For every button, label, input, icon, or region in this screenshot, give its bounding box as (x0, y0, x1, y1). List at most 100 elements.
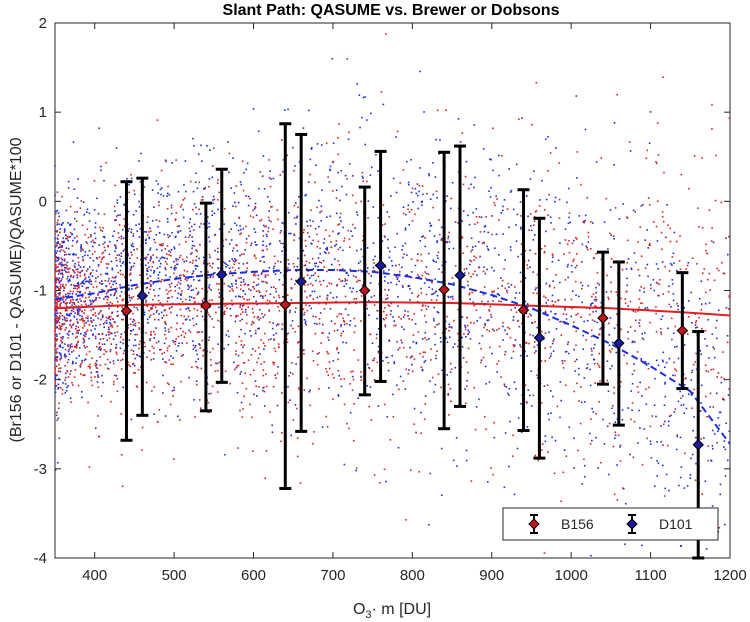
scatter-point (77, 261, 80, 264)
scatter-point (414, 322, 417, 325)
scatter-point (208, 226, 211, 228)
scatter-point (203, 262, 205, 265)
scatter-point (97, 313, 100, 315)
scatter-point (71, 384, 74, 386)
scatter-point (677, 308, 679, 311)
scatter-point (175, 328, 178, 331)
scatter-point (700, 438, 702, 440)
scatter-point (132, 344, 135, 347)
scatter-point (128, 339, 131, 342)
scatter-point (425, 308, 428, 311)
scatter-point (429, 472, 432, 475)
scatter-point (79, 366, 82, 368)
scatter-point (172, 339, 174, 342)
scatter-point (164, 266, 166, 269)
scatter-point (404, 242, 407, 245)
scatter-point (498, 300, 500, 302)
scatter-point (474, 223, 476, 226)
scatter-point (89, 256, 92, 259)
scatter-point (306, 274, 309, 276)
scatter-point (269, 170, 271, 172)
scatter-point (216, 282, 218, 285)
scatter-point (411, 271, 413, 273)
scatter-point (54, 357, 56, 360)
scatter-point (672, 374, 674, 377)
scatter-point (591, 295, 593, 298)
scatter-point (377, 216, 380, 219)
scatter-point (570, 298, 573, 301)
scatter-point (341, 280, 344, 282)
scatter-point (70, 275, 72, 278)
scatter-point (421, 236, 423, 238)
scatter-point (611, 341, 614, 344)
scatter-point (723, 377, 725, 380)
scatter-point (223, 207, 226, 210)
scatter-point (89, 367, 92, 369)
scatter-point (263, 261, 266, 263)
scatter-point (151, 298, 154, 301)
scatter-point (61, 258, 64, 261)
scatter-point (213, 198, 216, 201)
scatter-point (195, 259, 197, 262)
scatter-point (457, 345, 459, 348)
scatter-point (167, 328, 170, 331)
scatter-point (614, 207, 617, 209)
scatter-point (673, 411, 676, 413)
scatter-point (402, 380, 405, 382)
scatter-point (66, 237, 69, 240)
scatter-point (157, 183, 159, 185)
scatter-point (91, 275, 94, 277)
scatter-point (560, 399, 562, 402)
scatter-point (228, 243, 231, 245)
scatter-point (66, 271, 68, 274)
scatter-b156 (54, 33, 731, 554)
scatter-point (152, 261, 154, 263)
scatter-point (154, 295, 156, 297)
scatter-point (485, 428, 487, 431)
scatter-point (662, 423, 665, 426)
scatter-point (519, 201, 522, 203)
scatter-point (114, 219, 116, 222)
scatter-point (553, 286, 556, 289)
scatter-point (64, 353, 66, 356)
scatter-point (59, 285, 62, 288)
scatter-point (441, 369, 444, 372)
scatter-point (632, 310, 635, 312)
scatter-point (273, 339, 276, 341)
scatter-point (88, 324, 91, 326)
scatter-point (490, 467, 492, 469)
scatter-point (153, 238, 155, 241)
scatter-point (627, 258, 630, 260)
x-tick-label: 600 (241, 567, 266, 584)
scatter-point (58, 318, 60, 320)
scatter-point (61, 315, 64, 317)
scatter-point (58, 246, 61, 249)
scatter-point (171, 389, 174, 392)
scatter-point (371, 370, 373, 372)
scatter-point (108, 277, 110, 280)
scatter-point (190, 285, 192, 287)
scatter-point (385, 314, 388, 317)
scatter-point (89, 363, 91, 366)
scatter-point (115, 275, 117, 278)
scatter-point (347, 138, 350, 141)
scatter-point (161, 244, 164, 247)
scatter-point (216, 391, 219, 393)
scatter-point (81, 269, 84, 272)
scatter-point (161, 317, 164, 319)
scatter-point (348, 163, 351, 165)
scatter-point (181, 300, 184, 303)
scatter-point (101, 252, 104, 255)
scatter-point (90, 321, 93, 324)
mean-marker-d101 (613, 337, 625, 349)
scatter-point (547, 299, 550, 302)
scatter-point (481, 242, 484, 245)
scatter-point (592, 311, 594, 313)
scatter-point (512, 319, 515, 321)
scatter-point (84, 297, 87, 299)
scatter-point (599, 328, 601, 330)
scatter-point (57, 234, 59, 237)
x-tick-label: 1200 (713, 567, 746, 584)
scatter-point (464, 326, 467, 329)
scatter-point (485, 215, 487, 218)
